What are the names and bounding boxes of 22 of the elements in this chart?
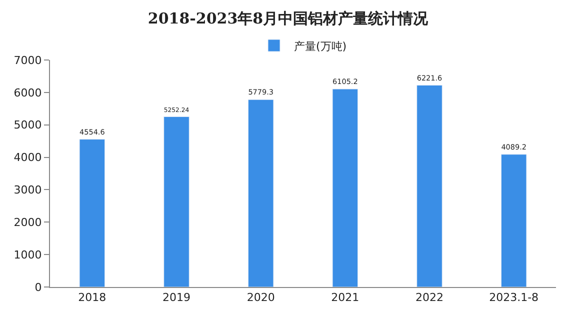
x-tick-label: 2018 [78,291,106,304]
bar [416,84,442,287]
y-tick-label: 5000 [14,118,42,132]
bar [500,154,527,287]
y-tick-label: 4000 [14,151,42,164]
x-tick-label: 2021 [331,291,360,304]
y-tick-label: 2000 [14,216,42,229]
y-tick-label: 7000 [14,54,42,67]
bar [164,116,190,287]
x-tick-label: 2020 [246,291,275,304]
bar [248,99,274,287]
legend-label: 产量(万吨) [294,40,347,53]
bar [79,139,106,287]
chart-title: 2018-2023年8月中国铝材产量统计情况 [148,10,430,28]
y-tick-label: 6000 [14,86,42,100]
y-tick-label: 3000 [14,184,42,197]
x-tick-label: 2022 [416,291,444,304]
x-tick-label: 2023.1-8 [489,291,539,304]
y-tick-label: 0 [34,280,42,294]
x-tick-label: 2019 [162,291,190,304]
bar [332,88,358,287]
y-tick-label: 1000 [14,248,42,262]
